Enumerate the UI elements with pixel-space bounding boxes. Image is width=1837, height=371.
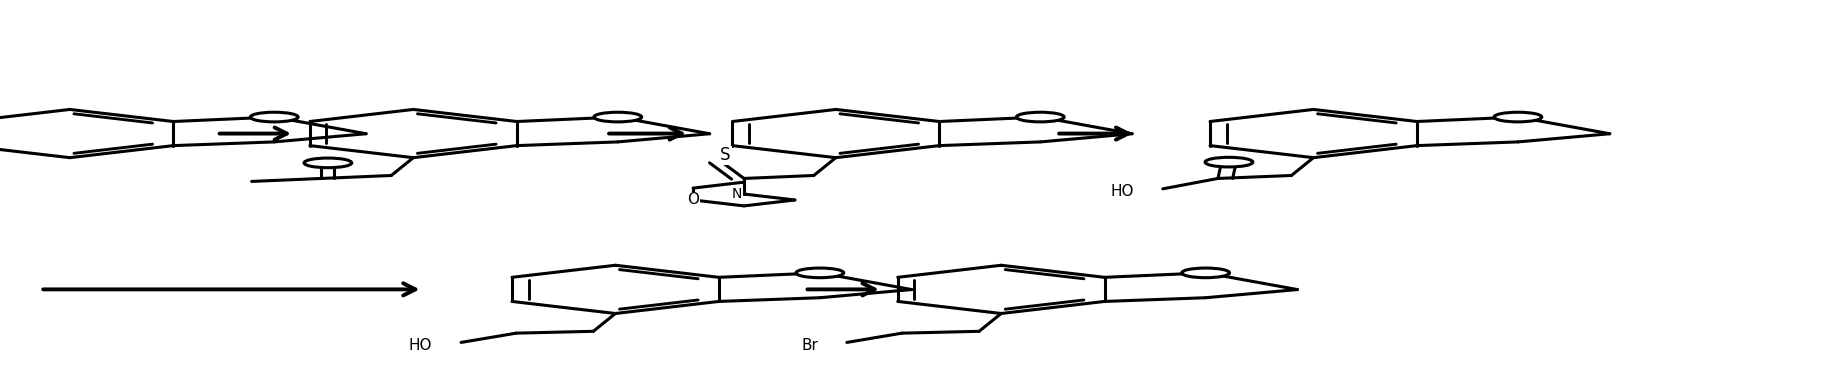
Circle shape xyxy=(305,158,349,167)
Text: O: O xyxy=(687,193,700,207)
Circle shape xyxy=(1183,269,1227,278)
Text: N: N xyxy=(731,187,742,201)
Text: Br: Br xyxy=(801,338,819,353)
Circle shape xyxy=(595,113,639,122)
Text: S: S xyxy=(720,147,731,164)
Text: HO: HO xyxy=(410,338,432,353)
Circle shape xyxy=(1495,113,1539,122)
Circle shape xyxy=(1018,113,1062,122)
Circle shape xyxy=(1207,158,1251,167)
Circle shape xyxy=(252,113,296,122)
Text: HO: HO xyxy=(1111,184,1133,198)
Circle shape xyxy=(797,269,841,278)
